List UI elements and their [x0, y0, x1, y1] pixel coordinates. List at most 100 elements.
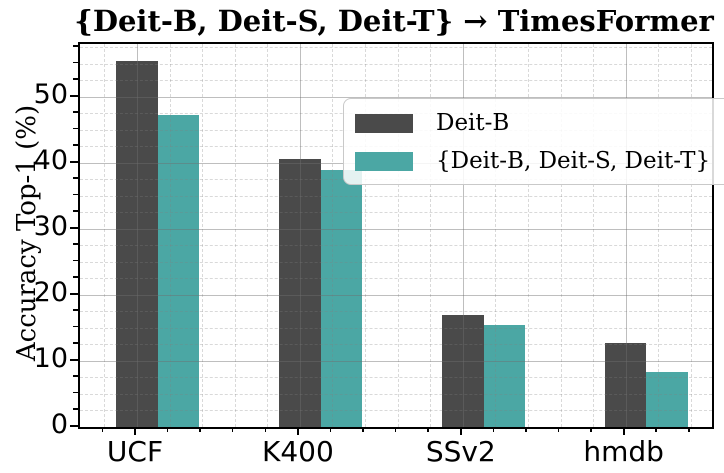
x-minor-tick — [199, 427, 201, 432]
y-tick-label: 50 — [33, 78, 68, 110]
gridline-minor-y — [80, 47, 712, 49]
x-major-tick — [622, 427, 625, 435]
bar-deit-b-k400 — [279, 158, 321, 427]
x-major-tick — [459, 427, 462, 435]
y-minor-tick — [73, 111, 78, 113]
plot-canvas — [80, 44, 712, 427]
y-minor-tick — [73, 45, 78, 47]
bar--deit-b-deit-s-deit-t--ucf — [157, 114, 200, 427]
legend-entry: Deit-B — [344, 104, 724, 142]
x-major-tick — [296, 427, 299, 435]
gridline-minor-y — [80, 63, 712, 65]
gridline-minor-x — [169, 44, 171, 427]
gridline-major-y — [80, 96, 712, 98]
y-minor-tick — [73, 259, 78, 262]
x-minor-tick — [166, 427, 169, 432]
gridline-minor-x — [234, 44, 236, 427]
x-minor-tick — [362, 427, 364, 432]
x-minor-tick — [688, 427, 690, 432]
x-minor-tick — [394, 427, 397, 432]
bar-deit-b-hmdb — [604, 343, 647, 427]
y-minor-tick — [73, 127, 78, 130]
gridline-minor-y — [80, 261, 712, 263]
legend: Deit-B {Deit-B, Deit-S, Deit-T} — [343, 98, 724, 185]
x-minor-tick — [101, 427, 104, 432]
x-minor-tick — [557, 427, 560, 432]
gridline-minor-y — [80, 377, 712, 379]
gridline-minor-x — [690, 44, 692, 427]
y-major-tick — [70, 358, 78, 361]
y-minor-tick — [73, 210, 78, 212]
gridline-minor-x — [593, 44, 595, 427]
bar--deit-b-deit-s-deit-t--ssv2 — [483, 325, 526, 427]
x-tick-label-hmdb: hmdb — [583, 435, 664, 468]
x-minor-tick — [427, 427, 429, 432]
gridline-minor-x — [430, 44, 432, 427]
gridline-minor-x — [365, 44, 367, 427]
gridline-minor-x — [267, 44, 269, 427]
gridline-minor-x — [104, 44, 106, 427]
y-tick-label: 0 — [50, 409, 68, 440]
x-tick-label-k400: K400 — [261, 435, 334, 468]
y-minor-tick — [73, 309, 78, 311]
gridline-minor-x — [495, 44, 497, 427]
y-minor-tick — [73, 391, 78, 394]
gridline-major-y — [80, 294, 712, 296]
y-tick-label: 20 — [33, 276, 68, 308]
legend-swatch-ensemble — [355, 151, 413, 171]
y-major-tick — [70, 226, 78, 229]
gridline-minor-x — [202, 44, 204, 427]
y-minor-tick — [73, 144, 78, 146]
gridline-minor-y — [80, 344, 712, 346]
y-minor-tick — [73, 61, 78, 64]
y-minor-tick — [73, 342, 78, 344]
gridline-minor-y — [80, 195, 712, 197]
gridline-major-x — [299, 44, 301, 427]
y-minor-tick — [73, 193, 78, 196]
gridline-major-x — [625, 44, 627, 427]
gridline-major-y — [80, 360, 712, 362]
x-tick-label-ssv2: SSv2 — [425, 435, 496, 468]
x-minor-tick — [329, 427, 332, 432]
x-minor-tick — [655, 427, 657, 432]
gridline-minor-x — [658, 44, 660, 427]
gridline-minor-y — [80, 212, 712, 214]
bar-deit-b-ssv2 — [442, 315, 484, 427]
y-minor-tick — [73, 78, 78, 80]
y-minor-tick — [73, 375, 78, 377]
bar-deit-b-ucf — [116, 61, 158, 427]
gridline-major-x — [137, 44, 138, 427]
gridline-minor-x — [527, 44, 529, 427]
gridline-major-y — [80, 228, 712, 230]
y-major-tick — [70, 94, 78, 97]
x-minor-tick — [231, 427, 234, 432]
y-major-tick — [70, 292, 78, 295]
gridline-major-x — [462, 44, 464, 427]
bar--deit-b-deit-s-deit-t--hmdb — [646, 371, 688, 427]
y-tick-label: 30 — [33, 210, 68, 242]
legend-entry: {Deit-B, Deit-S, Deit-T} — [344, 142, 724, 180]
legend-label: Deit-B — [436, 110, 510, 136]
gridline-minor-x — [560, 44, 562, 427]
y-minor-tick — [73, 276, 78, 278]
y-major-tick — [70, 425, 78, 427]
gridline-minor-y — [80, 80, 712, 82]
legend-label: {Deit-B, Deit-S, Deit-T} — [436, 148, 711, 174]
x-tick-label-ucf: UCF — [106, 435, 164, 468]
gridline-minor-x — [397, 44, 399, 427]
y-minor-tick — [73, 408, 78, 410]
x-minor-tick — [492, 427, 495, 432]
gridline-minor-x — [332, 44, 334, 427]
bar--deit-b-deit-s-deit-t--k400 — [320, 170, 363, 427]
gridline-minor-y — [80, 311, 712, 313]
x-minor-tick — [525, 427, 527, 432]
y-minor-tick — [73, 325, 78, 328]
y-major-tick — [70, 160, 78, 163]
legend-swatch-deit-b — [355, 113, 413, 133]
x-major-tick — [134, 427, 136, 435]
y-minor-tick — [73, 243, 78, 245]
gridline-minor-y — [80, 278, 712, 280]
y-tick-label: 10 — [33, 342, 68, 374]
gridline-minor-y — [80, 327, 712, 329]
